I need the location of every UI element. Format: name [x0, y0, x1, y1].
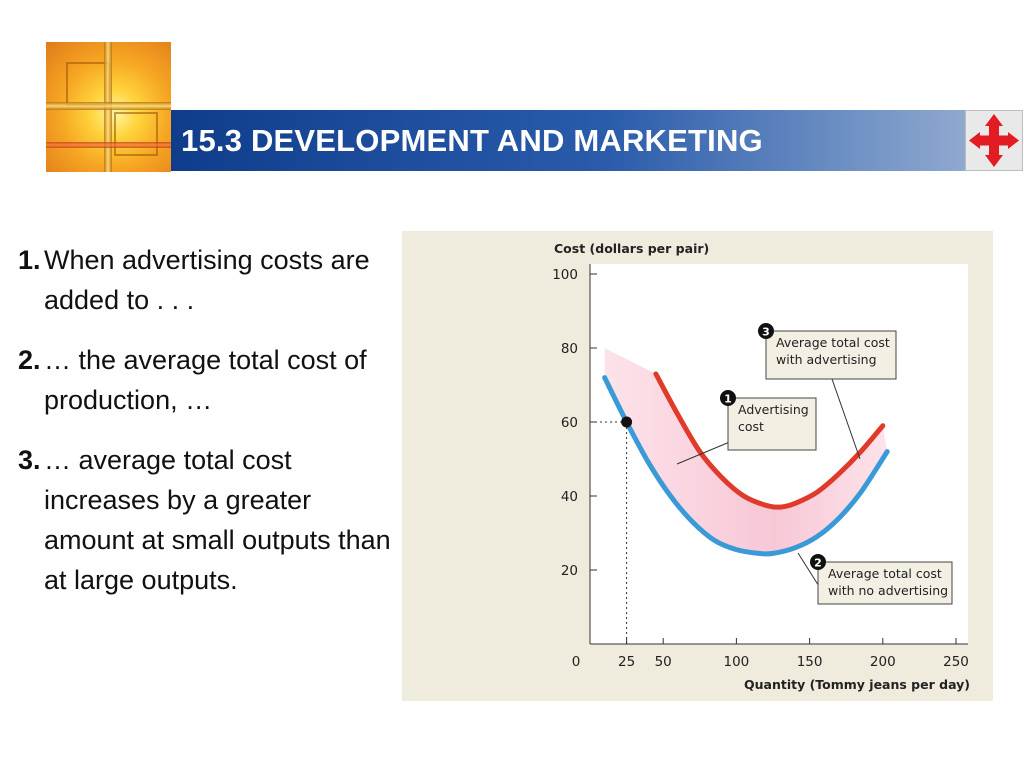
bullet-list: 1. When advertising costs are added to .… — [18, 240, 398, 620]
x-tick-label: 200 — [870, 654, 896, 670]
bullet-text: When advertising costs are added to . . … — [44, 245, 370, 315]
four-way-arrow-icon — [969, 114, 1019, 167]
navigation-button[interactable] — [965, 110, 1023, 171]
cost-chart: 0 25 50 100 150 200 250 20 40 60 80 100 Cost (dolla… — [552, 241, 970, 692]
axes: 0 25 50 100 150 200 250 20 40 60 80 100 — [552, 264, 969, 670]
callout-text: Average total cost with advertising — [776, 335, 890, 367]
callout-leader-line — [831, 378, 861, 460]
callout-number-badge — [810, 554, 826, 570]
callout-box — [727, 397, 817, 451]
bullet-text: … the average total cost of production, … — [44, 345, 367, 415]
callout-number: 2 — [814, 557, 822, 570]
y-tick-label: 80 — [561, 341, 578, 357]
x-tick-label: 0 — [572, 654, 581, 670]
bullet-item-3: 3. … average total cost increases by a g… — [18, 440, 398, 600]
callout-text: Advertising cost — [738, 402, 809, 434]
callout-number-badge — [720, 390, 736, 406]
callout-text-line: Advertising — [738, 402, 809, 417]
bullet-item-2: 2. … the average total cost of productio… — [18, 340, 398, 420]
annotations: 1 Advertising cost 2 Average total cost with … — [676, 323, 953, 605]
y-tick-label: 100 — [552, 267, 578, 283]
y-axis-label: Cost (dollars per pair) — [554, 241, 709, 256]
y-tick-label: 20 — [561, 563, 578, 579]
callout-text: Average total cost with no advertising — [828, 566, 948, 598]
x-tick-label: 25 — [618, 654, 635, 670]
y-tick-label: 60 — [561, 415, 578, 431]
x-tick-label: 100 — [724, 654, 750, 670]
y-tick-label: 40 — [561, 489, 578, 505]
bullet-text: … average total cost increases by a grea… — [44, 445, 391, 595]
bullet-number: 2. — [18, 345, 41, 375]
callout-text-line: Average total cost — [828, 566, 942, 581]
callout-text-line: with no advertising — [828, 583, 948, 598]
x-tick-label: 150 — [797, 654, 823, 670]
bullet-item-1: 1. When advertising costs are added to .… — [18, 240, 398, 320]
callout-text-line: cost — [738, 419, 764, 434]
callout-number-badge — [758, 323, 774, 339]
highlight-point — [621, 416, 633, 428]
cross-window-logo-icon — [46, 42, 171, 172]
callout-number: 1 — [724, 393, 732, 406]
title-bar: 15.3 DEVELOPMENT AND MARKETING — [171, 110, 965, 171]
curve-no-advertising — [602, 375, 890, 557]
advertising-cost-band — [604, 348, 888, 554]
bullet-number: 1. — [18, 245, 41, 275]
curve-with-advertising — [653, 371, 886, 510]
callout-box — [765, 330, 897, 380]
bullet-number: 3. — [18, 445, 41, 475]
callout-leader-line — [676, 440, 733, 465]
x-tick-label: 50 — [655, 654, 672, 670]
callout-text-line: with advertising — [776, 352, 877, 367]
x-tick-label: 250 — [943, 654, 969, 670]
callout-box — [817, 561, 953, 605]
callout-text-line: Average total cost — [776, 335, 890, 350]
cost-chart-figure: 0 25 50 100 150 200 250 20 40 60 80 100 Cost (dolla… — [402, 231, 993, 701]
x-axis-label: Quantity (Tommy jeans per day) — [744, 677, 970, 692]
slide-title: 15.3 DEVELOPMENT AND MARKETING — [181, 123, 763, 158]
callout-number: 3 — [762, 326, 770, 339]
